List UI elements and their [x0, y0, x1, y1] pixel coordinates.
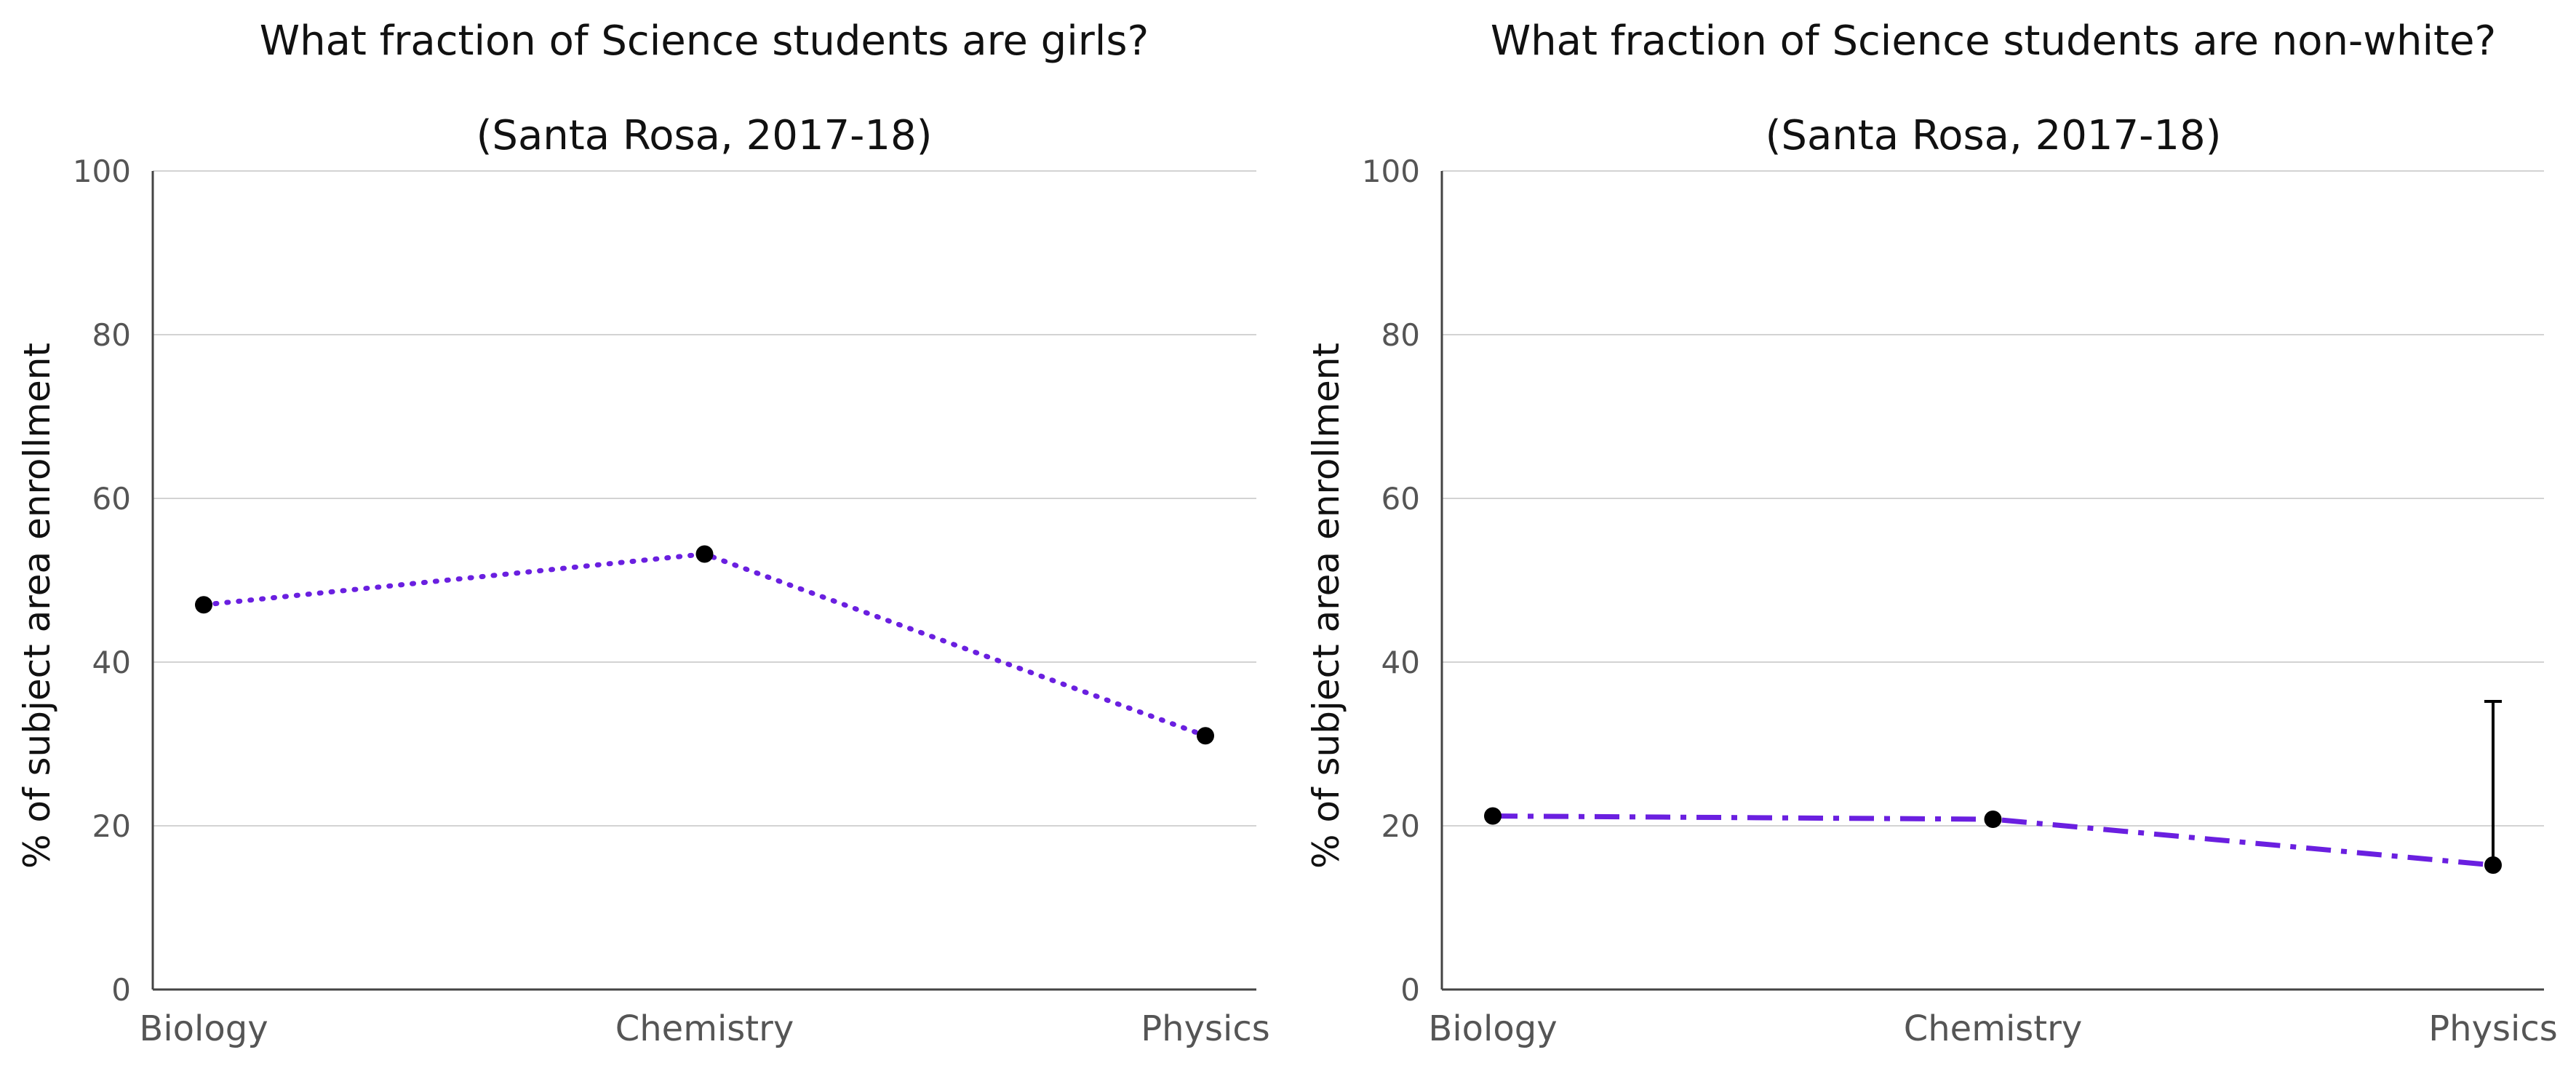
y-tick-label: 60 — [92, 481, 131, 517]
chart-subtitle: (Santa Rosa, 2017-18) — [476, 112, 933, 159]
y-tick-label: 80 — [1381, 317, 1420, 353]
series-line — [1492, 813, 2494, 868]
chart-panel-1: What fraction of Science students are gi… — [16, 17, 1270, 1049]
x-tick-label: Biology — [139, 1008, 268, 1049]
y-tick-label: 0 — [1400, 972, 1420, 1008]
y-tick-label: 40 — [1381, 645, 1420, 680]
x-tick-label: Physics — [2428, 1008, 2558, 1049]
data-point-chemistry — [695, 545, 714, 563]
y-tick-label: 20 — [92, 808, 131, 844]
chart-subtitle: (Santa Rosa, 2017-18) — [1766, 112, 2222, 159]
data-point-chemistry — [1984, 811, 2002, 828]
series-line — [201, 551, 1208, 738]
data-point-physics — [2484, 856, 2502, 874]
y-tick-label: 40 — [92, 645, 131, 680]
y-tick-label: 60 — [1381, 481, 1420, 517]
data-point-biology — [1484, 807, 1502, 825]
chart-title: What fraction of Science students are gi… — [260, 17, 1149, 65]
y-axis-label: % of subject area enrollment — [16, 343, 58, 869]
y-tick-label: 0 — [111, 972, 131, 1008]
chart-panel-2: What fraction of Science students are no… — [1305, 17, 2558, 1049]
x-tick-label: Chemistry — [615, 1008, 794, 1049]
y-tick-label: 80 — [92, 317, 131, 353]
x-tick-label: Chemistry — [1904, 1008, 2083, 1049]
data-point-biology — [195, 596, 212, 614]
data-point-physics — [1197, 727, 1214, 745]
y-tick-label: 100 — [73, 154, 131, 189]
y-axis-label: % of subject area enrollment — [1305, 343, 1347, 869]
chart-title: What fraction of Science students are no… — [1491, 17, 2496, 65]
x-tick-label: Physics — [1141, 1008, 1270, 1049]
x-tick-label: Biology — [1428, 1008, 1557, 1049]
y-tick-label: 20 — [1381, 808, 1420, 844]
y-tick-label: 100 — [1362, 154, 1420, 189]
